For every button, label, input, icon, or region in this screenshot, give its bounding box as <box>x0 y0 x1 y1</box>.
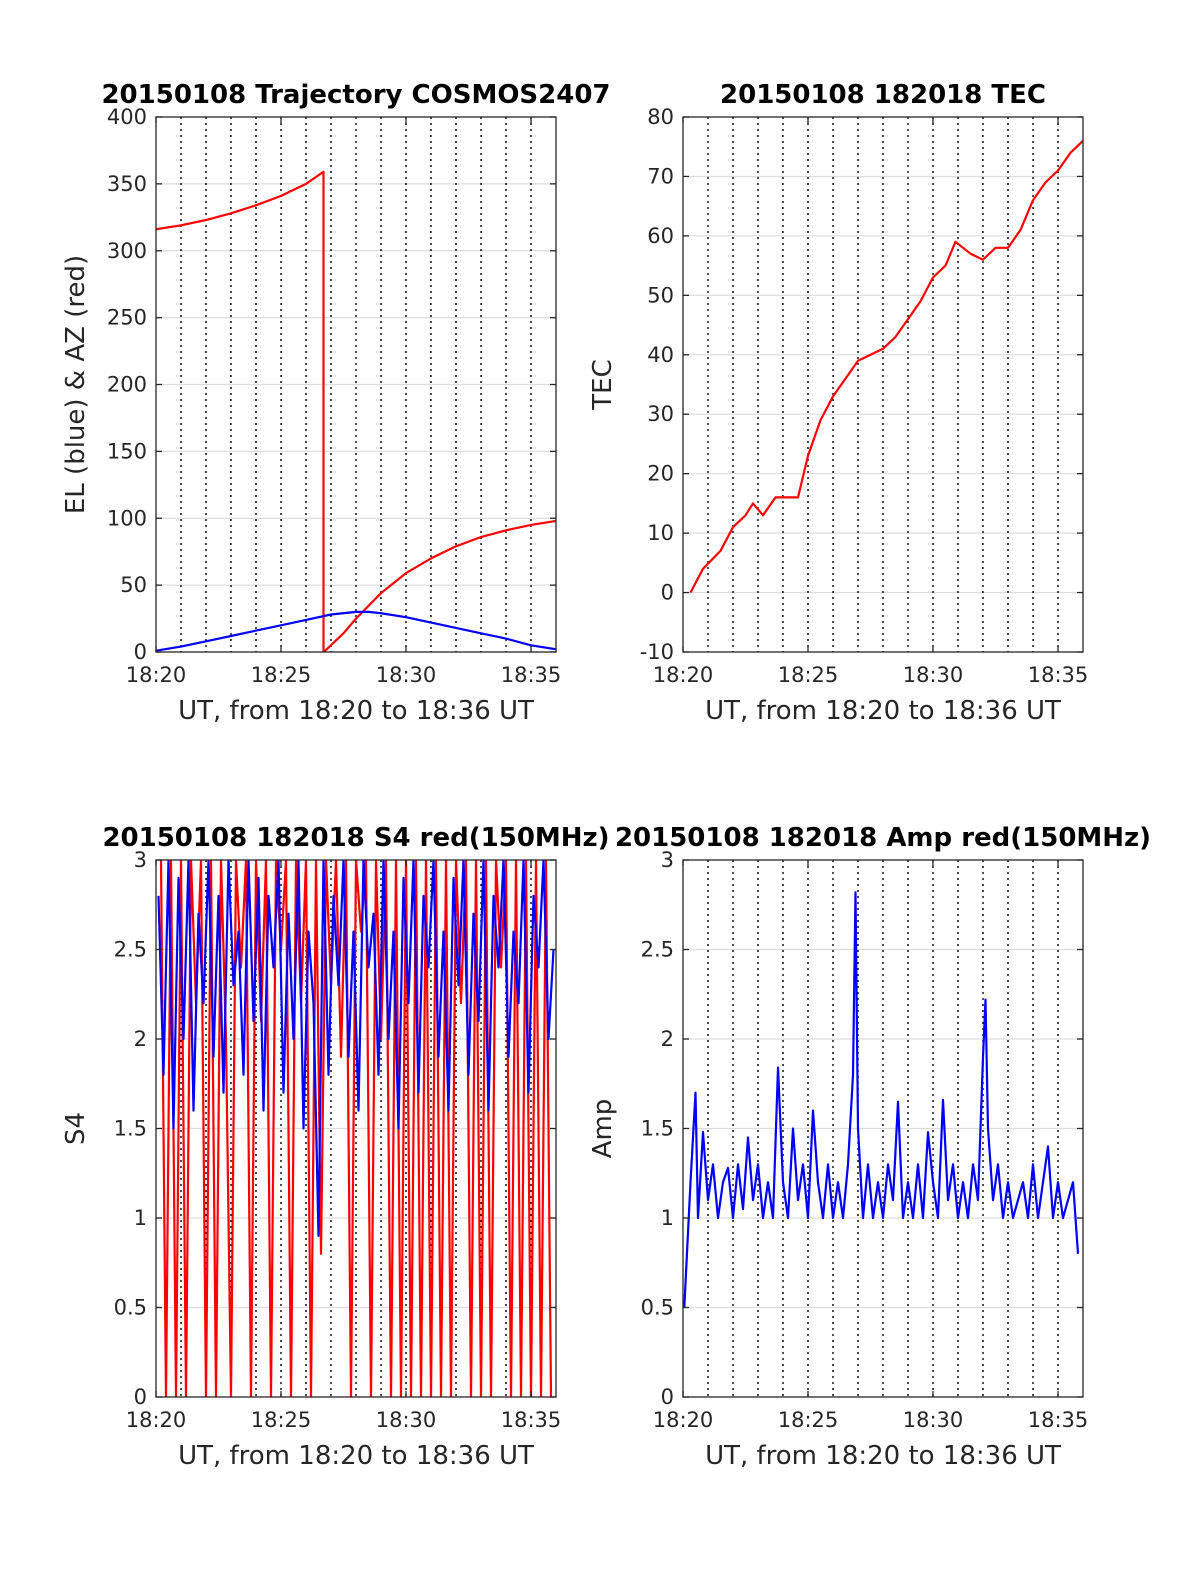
chart-4: 0 0.5 1 1.5 2 2.5 3 18:20 18:25 18:30 18:35 2015010… <box>588 823 1151 1471</box>
y-tick-label: 60 <box>647 224 674 248</box>
x-tick-label: 18:30 <box>903 663 964 687</box>
series-line-tec <box>689 140 1083 594</box>
y-tick-label: 350 <box>107 172 147 196</box>
y-tick-label: 0.5 <box>114 1296 147 1320</box>
y-tick-label: 0 <box>134 640 147 664</box>
x-axis-label: UT, from 18:20 to 18:36 UT <box>178 1441 534 1471</box>
y-tick-label: 0 <box>661 1385 674 1409</box>
chart-title: 20150108 Trajectory COSMOS2407 <box>101 80 610 110</box>
y-tick-label: 20 <box>647 462 674 486</box>
x-tick-label: 18:35 <box>501 663 562 687</box>
x-tick-label: 18:30 <box>376 1408 437 1432</box>
y-tick-label: 1.5 <box>114 1117 147 1141</box>
y-tick-label: 1 <box>134 1206 147 1230</box>
y-tick-label: 100 <box>107 506 147 530</box>
axes-frame <box>682 116 1084 653</box>
y-tick-label: 250 <box>107 306 147 330</box>
x-tick-label: 18:25 <box>251 663 312 687</box>
x-tick-label: 18:30 <box>376 663 437 687</box>
x-tick-label: 18:25 <box>251 1408 312 1432</box>
series-line-az <box>156 170 556 652</box>
y-tick-label: 400 <box>107 105 147 129</box>
y-axis-label: S4 <box>61 1112 91 1145</box>
x-axis-label: UT, from 18:20 to 18:36 UT <box>705 696 1061 726</box>
y-tick-label: 3 <box>661 848 674 872</box>
chart-1: 0 50 100 150 200 250 300 350 400 18:20 18:25 18:30 1… <box>61 80 611 726</box>
y-tick-label: 2 <box>134 1027 147 1051</box>
series-line-el <box>156 610 556 652</box>
x-tick-label: 18:20 <box>653 1408 714 1432</box>
x-tick-label: 18:25 <box>778 663 839 687</box>
y-tick-label: 50 <box>120 573 147 597</box>
x-axis-label: UT, from 18:20 to 18:36 UT <box>178 696 534 726</box>
chart-3: 0 0.5 1 1.5 2 2.5 3 18:20 18:25 18:30 18:35 2015010… <box>61 823 610 1471</box>
x-tick-label: 18:25 <box>778 1408 839 1432</box>
chart-2: -10 0 10 20 30 40 50 60 70 80 18:20 18:25 18:30 18:35… <box>588 80 1088 726</box>
y-tick-label: 1.5 <box>641 1117 674 1141</box>
chart-title: 20150108 182018 TEC <box>720 80 1046 110</box>
y-axis-label: TEC <box>588 359 618 410</box>
y-tick-label: 40 <box>647 343 674 367</box>
x-tick-label: 18:35 <box>501 1408 562 1432</box>
y-tick-label: 80 <box>647 105 674 129</box>
series-line-amp <box>683 891 1080 1308</box>
chart-title: 20150108 182018 Amp red(150MHz) <box>615 823 1151 853</box>
y-axis-label: Amp <box>588 1099 618 1159</box>
x-tick-label: 18:20 <box>126 663 187 687</box>
y-tick-label: 2.5 <box>641 938 674 962</box>
x-tick-label: 18:30 <box>903 1408 964 1432</box>
x-tick-label: 18:35 <box>1028 1408 1089 1432</box>
y-tick-label: -10 <box>640 640 674 664</box>
series-line-s4-blue <box>157 860 555 1237</box>
y-tick-label: 1 <box>661 1206 674 1230</box>
x-tick-label: 18:20 <box>126 1408 187 1432</box>
y-tick-label: 150 <box>107 439 147 463</box>
series-line-s4-red <box>159 860 553 1397</box>
y-tick-label: 3 <box>134 848 147 872</box>
chart-title: 20150108 182018 S4 red(150MHz) <box>102 823 609 853</box>
y-tick-label: 30 <box>647 402 674 426</box>
y-tick-label: 0.5 <box>641 1296 674 1320</box>
y-tick-label: 50 <box>647 283 674 307</box>
y-tick-label: 200 <box>107 373 147 397</box>
y-tick-label: 70 <box>647 164 674 188</box>
y-tick-label: 0 <box>661 581 674 605</box>
y-tick-label: 300 <box>107 239 147 263</box>
x-axis-label: UT, from 18:20 to 18:36 UT <box>705 1441 1061 1471</box>
x-tick-label: 18:35 <box>1028 663 1089 687</box>
y-tick-label: 10 <box>647 521 674 545</box>
y-tick-label: 2.5 <box>114 938 147 962</box>
y-tick-label: 2 <box>661 1027 674 1051</box>
y-tick-label: 0 <box>134 1385 147 1409</box>
x-tick-label: 18:20 <box>653 663 714 687</box>
y-axis-label: EL (blue) & AZ (red) <box>61 255 91 514</box>
